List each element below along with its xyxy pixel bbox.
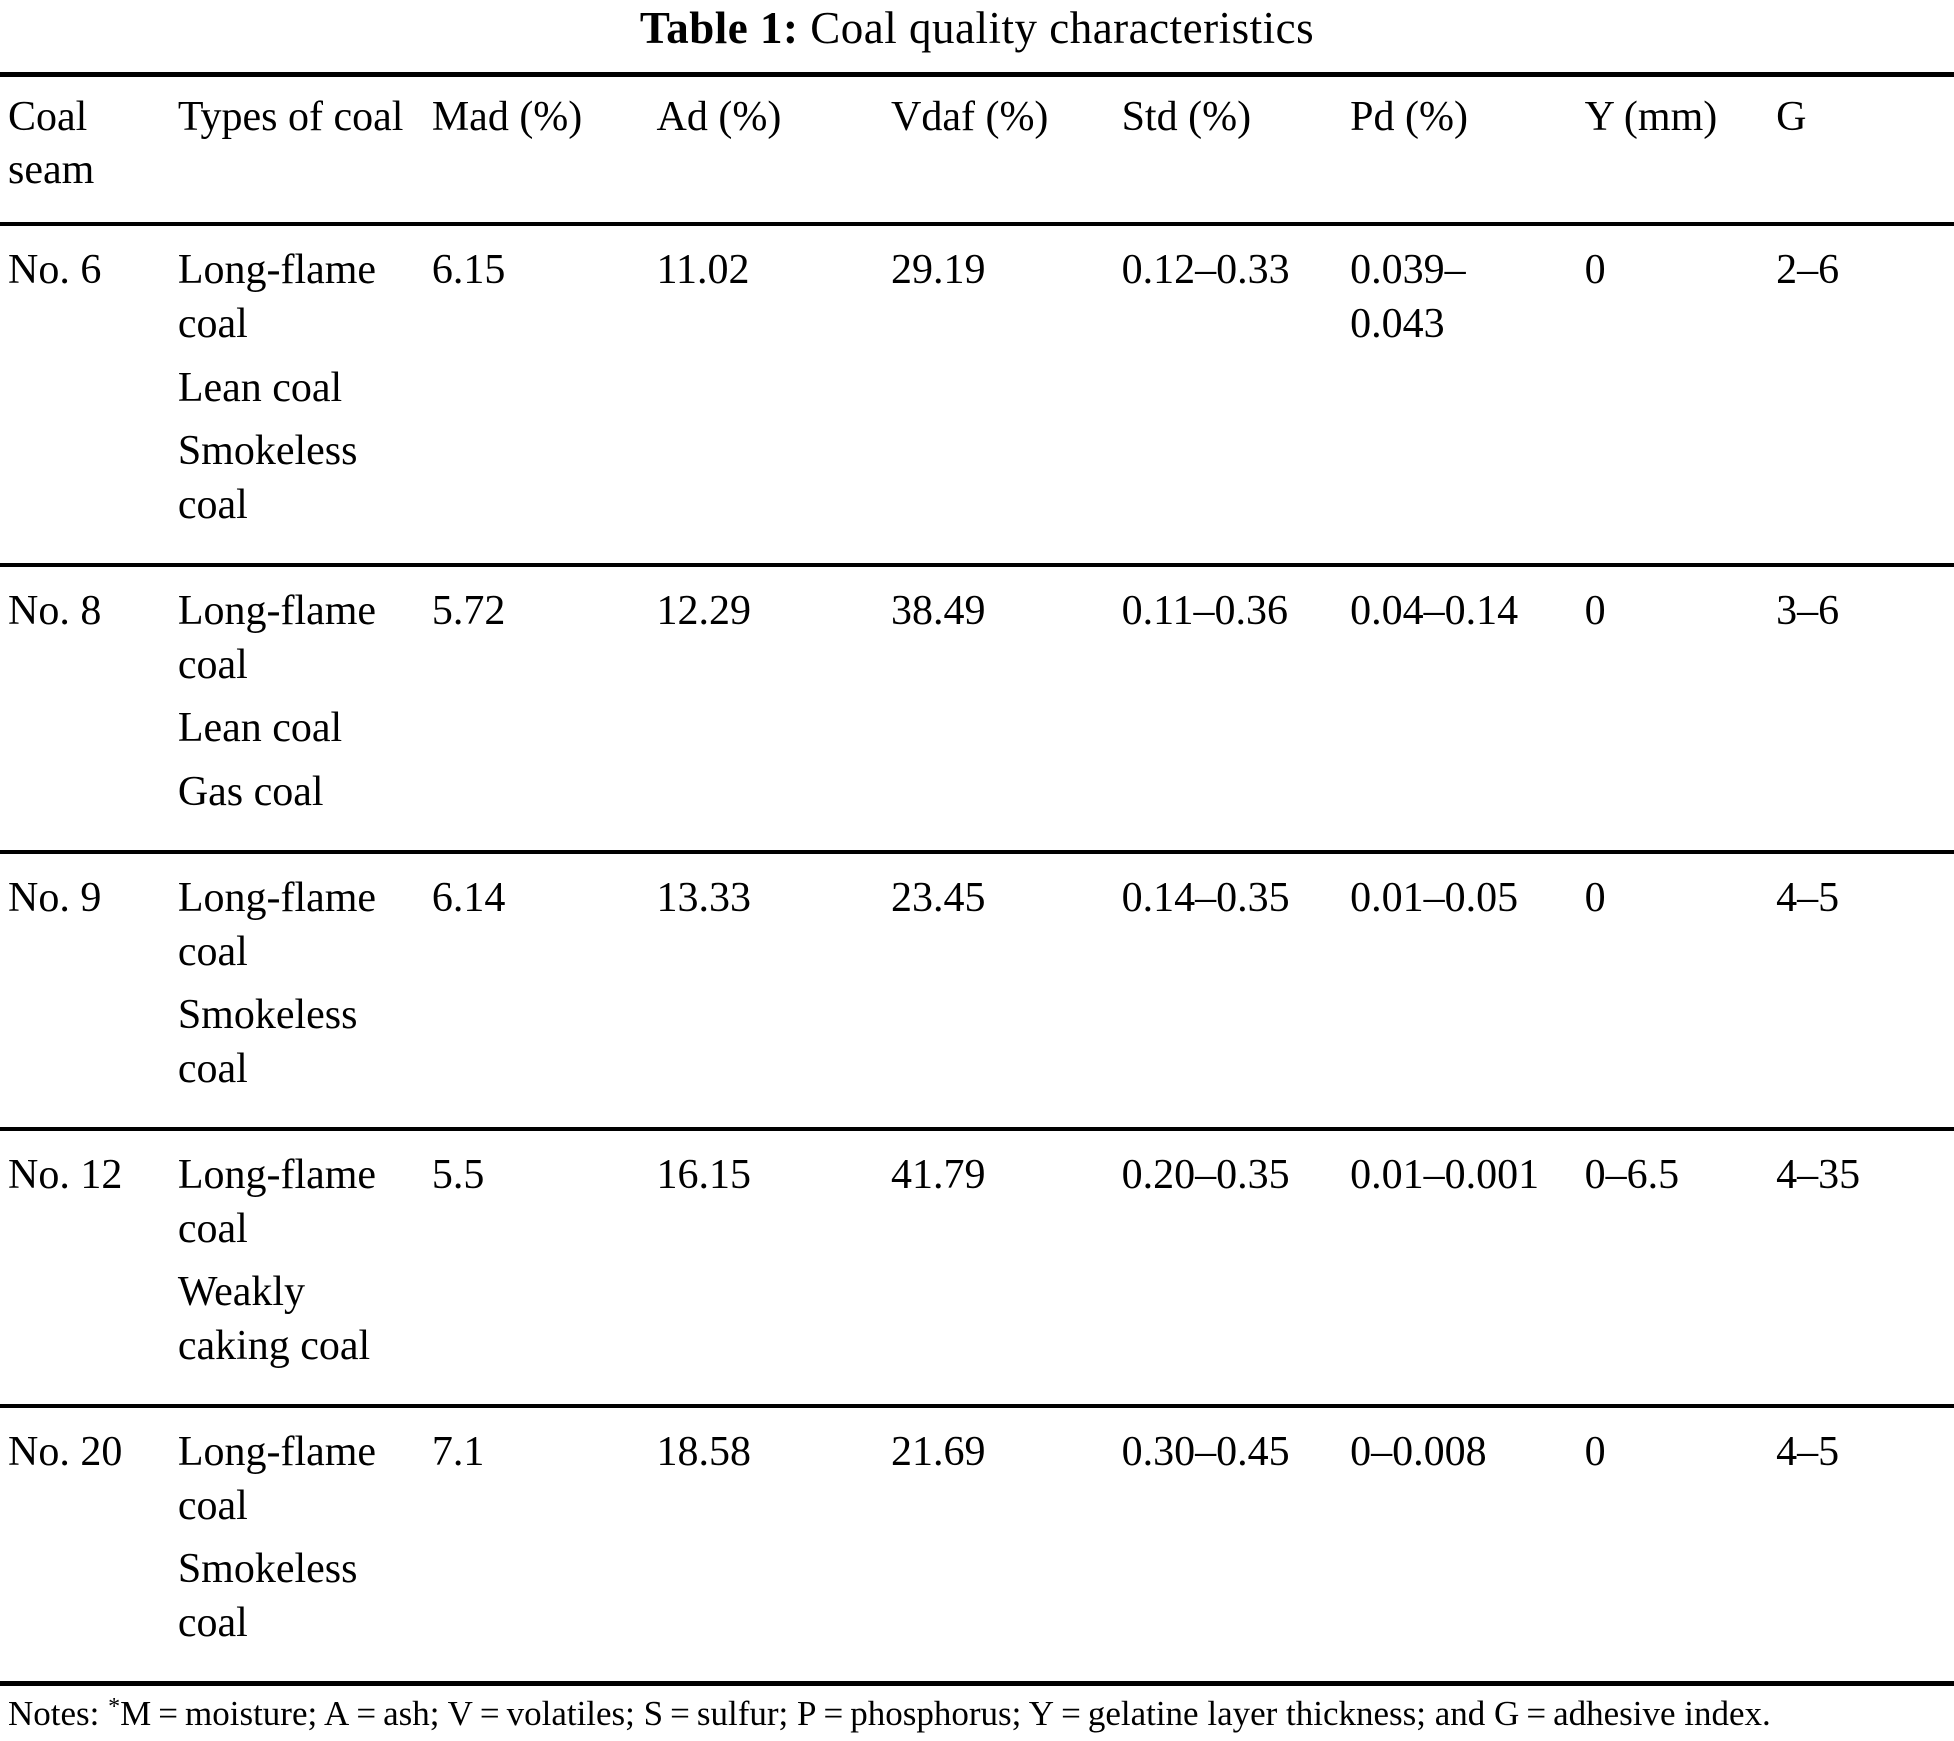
cell-std: 0.20–0.35 <box>1121 1128 1351 1408</box>
paper-table-page: Table 1: Coal quality characteristics Co… <box>0 3 1954 1741</box>
table-title-label: Table 1: <box>639 3 799 53</box>
table-row: No. 20 Long-flame coal Smokeless coal 7.1… <box>0 1405 1954 1686</box>
cell-std: 0.11–0.36 <box>1121 564 1351 854</box>
coal-type: Smokeless coal <box>177 992 358 1092</box>
cell-mad: 5.5 <box>431 1128 657 1408</box>
cell-coal-seam: No. 8 <box>0 564 178 854</box>
coal-type: Long-flame coal <box>177 874 377 975</box>
table-row: No. 6 Long-flame coal Lean coal Smokeless … <box>0 224 1954 567</box>
column-header-pd: Pd (%) <box>1350 74 1585 226</box>
cell-vdaf: 21.69 <box>891 1405 1122 1686</box>
cell-coal-types: Long-flame coal Lean coal Smokeless coal <box>177 224 432 567</box>
cell-mad: 6.15 <box>431 224 657 567</box>
column-header-y: Y (mm) <box>1584 74 1777 226</box>
cell-pd: 0.01–0.001 <box>1350 1128 1585 1408</box>
cell-vdaf: 23.45 <box>891 851 1122 1131</box>
coal-type: Gas coal <box>177 769 324 815</box>
coal-type: Lean coal <box>177 364 343 411</box>
coal-type: Lean coal <box>177 705 343 752</box>
coal-quality-table: Coal seam Types of coal Mad (%) Ad (%) V… <box>0 71 1954 1686</box>
cell-pd: 0.01–0.05 <box>1350 851 1585 1131</box>
coal-type: Weakly caking coal <box>177 1269 371 1369</box>
cell-ad: 12.29 <box>656 564 891 854</box>
column-header-vdaf: Vdaf (%) <box>891 74 1122 226</box>
table-notes: Notes: *M = moisture; A = ash; V = volat… <box>0 1686 1954 1741</box>
header-row: Coal seam Types of coal Mad (%) Ad (%) V… <box>0 74 1954 226</box>
notes-asterisk: * <box>108 1693 121 1720</box>
cell-coal-types: Long-flame coal Weakly caking coal <box>177 1128 432 1408</box>
cell-y: 0 <box>1584 851 1777 1131</box>
column-header-ad: Ad (%) <box>656 74 891 226</box>
cell-mad: 5.72 <box>431 564 657 854</box>
coal-type: Long-flame coal <box>177 1151 377 1252</box>
cell-coal-types: Long-flame coal Lean coal Gas coal <box>177 564 432 854</box>
cell-coal-types: Long-flame coal Smokeless coal <box>177 1405 432 1686</box>
coal-type: Long-flame coal <box>177 247 377 347</box>
cell-coal-seam: No. 20 <box>0 1405 178 1686</box>
table-body: No. 6 Long-flame coal Lean coal Smokeless … <box>0 224 1954 1686</box>
table-row: No. 12 Long-flame coal Weakly caking coal… <box>0 1128 1954 1408</box>
cell-ad: 11.02 <box>656 224 891 567</box>
cell-mad: 7.1 <box>431 1405 657 1686</box>
column-header-mad: Mad (%) <box>431 74 657 226</box>
cell-vdaf: 41.79 <box>891 1128 1122 1408</box>
cell-pd: 0.04–0.14 <box>1350 564 1585 854</box>
cell-y: 0 <box>1584 1405 1777 1686</box>
table-header: Coal seam Types of coal Mad (%) Ad (%) V… <box>0 74 1954 226</box>
table-title-text: Coal quality characteristics <box>810 3 1315 53</box>
cell-ad: 16.15 <box>656 1128 891 1408</box>
cell-g: 2–6 <box>1776 224 1954 567</box>
cell-pd: 0.039–0.043 <box>1350 224 1585 567</box>
cell-vdaf: 38.49 <box>891 564 1122 854</box>
column-header-std: Std (%) <box>1121 74 1351 226</box>
cell-g: 4–5 <box>1776 1405 1954 1686</box>
cell-g: 4–5 <box>1776 851 1954 1131</box>
cell-std: 0.14–0.35 <box>1121 851 1351 1131</box>
cell-pd: 0–0.008 <box>1350 1405 1585 1686</box>
table-row: No. 9 Long-flame coal Smokeless coal 6.14… <box>0 851 1954 1131</box>
cell-y: 0–6.5 <box>1584 1128 1777 1408</box>
notes-text: M = moisture; A = ash; V = volatiles; S … <box>120 1693 1771 1733</box>
cell-coal-types: Long-flame coal Smokeless coal <box>177 851 432 1131</box>
table-row: No. 8 Long-flame coal Lean coal Gas coal 5… <box>0 564 1954 854</box>
notes-prefix: Notes: <box>8 1693 109 1733</box>
coal-type: Long-flame coal <box>177 587 377 688</box>
cell-vdaf: 29.19 <box>891 224 1122 567</box>
coal-type: Smokeless coal <box>177 428 358 528</box>
coal-type: Smokeless coal <box>177 1546 358 1646</box>
coal-type: Long-flame coal <box>177 1428 377 1529</box>
cell-y: 0 <box>1584 224 1777 567</box>
cell-ad: 13.33 <box>656 851 891 1131</box>
table-title: Table 1: Coal quality characteristics <box>0 3 1954 54</box>
cell-g: 3–6 <box>1776 564 1954 854</box>
cell-coal-seam: No. 9 <box>0 851 178 1131</box>
cell-std: 0.30–0.45 <box>1121 1405 1351 1686</box>
column-header-g: G <box>1776 74 1954 226</box>
cell-std: 0.12–0.33 <box>1121 224 1351 567</box>
column-header-types-of-coal: Types of coal <box>177 74 432 226</box>
cell-g: 4–35 <box>1776 1128 1954 1408</box>
cell-mad: 6.14 <box>431 851 657 1131</box>
cell-coal-seam: No. 12 <box>0 1128 178 1408</box>
cell-coal-seam: No. 6 <box>0 224 178 567</box>
column-header-coal-seam: Coal seam <box>0 74 178 226</box>
cell-y: 0 <box>1584 564 1777 854</box>
cell-ad: 18.58 <box>656 1405 891 1686</box>
